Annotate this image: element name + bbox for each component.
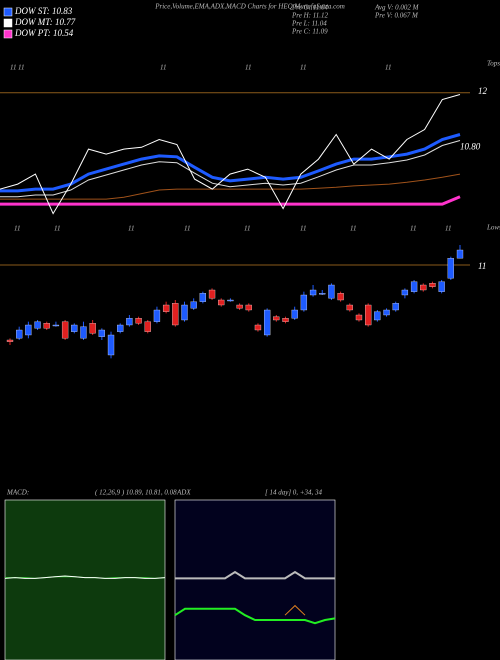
tops-label: Tops [487, 60, 500, 68]
date-label: 11 [385, 64, 391, 72]
candle-body [337, 293, 344, 301]
candle-body [16, 329, 23, 339]
candle-body [208, 289, 216, 299]
candle-body [245, 304, 252, 311]
candle-body [107, 334, 115, 356]
candle-body [319, 293, 326, 295]
quote-text: Pre L: 11.04 [291, 20, 327, 28]
candle-body [6, 339, 14, 342]
candle-body [410, 281, 418, 292]
panel-background [4, 499, 166, 660]
candle-body [181, 304, 188, 321]
legend-label: DOW PT: 10.54 [14, 28, 74, 38]
date-label: 11 [245, 64, 251, 72]
quote-text: Pre C: 11.09 [291, 28, 328, 36]
candle-body [34, 321, 41, 329]
candle-body [199, 293, 207, 302]
candle-body [190, 301, 197, 309]
candle-body [52, 324, 60, 327]
legend-label: DOW MT: 10.77 [14, 17, 76, 27]
candle-body [162, 304, 170, 312]
candle-body [401, 289, 409, 296]
panel-label: ADX [176, 489, 191, 497]
series-line [4, 575, 166, 579]
date-label: 11 [160, 64, 166, 72]
candle-body [309, 289, 317, 296]
candle-body [80, 326, 87, 339]
date-label: 11 [10, 64, 16, 72]
candle-body [346, 304, 353, 311]
candle-body [153, 309, 161, 322]
date-label: 11 [350, 225, 356, 233]
candle-body [71, 324, 78, 332]
panel-params: [ 14 day] 0, +34, 34 [265, 489, 323, 497]
candle-body [227, 299, 234, 302]
panel-params: ( 12,26,9 ) 10.89, 10.81, 0.08 [95, 489, 177, 497]
legend-swatch [3, 7, 13, 17]
legend-swatch [3, 29, 13, 39]
series-line [0, 173, 461, 200]
candle-body [117, 324, 124, 332]
date-label: 11 [244, 225, 250, 233]
candle-body [355, 314, 363, 321]
candle-body [218, 299, 225, 306]
candle-body [392, 303, 399, 311]
lows-label: Lows [486, 224, 500, 232]
candle-body [291, 309, 298, 319]
candle-body [43, 323, 50, 329]
series-line [284, 604, 306, 616]
candle-body [254, 324, 262, 331]
candle-body [420, 284, 427, 291]
series-line [0, 94, 461, 215]
date-label: 11 [54, 225, 60, 233]
candle-body [273, 316, 280, 321]
legend-swatch [3, 18, 13, 28]
candle-body [61, 321, 69, 339]
volume-text: Avg V: 0.002 M [374, 4, 420, 12]
candle-body [447, 258, 454, 279]
candle-body [282, 318, 289, 322]
date-label: 11 [128, 225, 134, 233]
panel-background [174, 499, 336, 660]
series-line [0, 133, 461, 193]
page-title: Price,Volume,EMA,ADX,MACD Charts for HEQ… [154, 3, 345, 11]
date-label: 11 [410, 225, 416, 233]
candle-body [172, 303, 179, 326]
legend-label: DOW ST: 10.83 [14, 6, 73, 16]
series-line [0, 140, 461, 198]
candle-body [365, 304, 372, 326]
candle-body [89, 323, 96, 334]
candle-body [456, 249, 464, 259]
candle-body [300, 294, 308, 311]
date-label: 11 [18, 64, 24, 72]
candle-body [429, 283, 436, 287]
candle-body [135, 318, 142, 324]
candle-body [383, 309, 390, 316]
series-line [174, 607, 336, 625]
y-tick-label: 11 [478, 261, 486, 271]
candle-body [374, 311, 381, 321]
date-label: 11 [300, 225, 306, 233]
last-price-label: 10.80 [460, 141, 481, 151]
candle-body [25, 324, 32, 336]
volume-text: Pre V: 0.067 M [374, 12, 419, 20]
candle-body [236, 304, 243, 309]
candle-body [328, 284, 335, 299]
y-tick-label: 12 [478, 86, 488, 96]
candle-body [98, 329, 105, 337]
candle-body [126, 318, 133, 326]
date-label: 11 [445, 225, 451, 233]
candle-body [438, 281, 445, 292]
quote-text: Pre O: 11.04 [291, 4, 328, 12]
series-line [175, 570, 335, 580]
quote-text: Pre H: 11.12 [291, 12, 328, 20]
candle-body [263, 309, 271, 336]
candle-body [144, 321, 151, 332]
date-label: 11 [184, 225, 190, 233]
date-label: 11 [300, 64, 306, 72]
date-label: 11 [14, 225, 20, 233]
panel-label: MACD: [6, 489, 29, 497]
series-line [0, 195, 461, 206]
